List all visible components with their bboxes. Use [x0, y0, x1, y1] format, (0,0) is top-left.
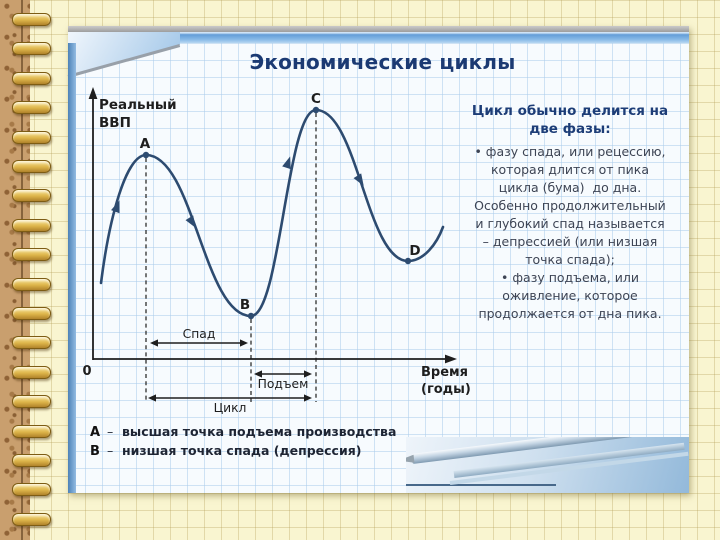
spiral-ring: [12, 365, 51, 379]
slide-left-border: [68, 43, 76, 493]
notebook-torn-edge: [0, 0, 30, 540]
panel-body-line: – депрессией (или низшая: [482, 234, 658, 249]
panel-body-line: Особенно продолжительный: [474, 198, 666, 213]
spiral-ring: [12, 248, 51, 262]
panel-body-line: оживление, которое: [502, 288, 638, 303]
definition-dash: –: [107, 424, 114, 439]
spiral-ring: [12, 218, 51, 232]
spiral-ring: [12, 395, 51, 409]
panel-heading: Цикл обычно делится на две фазы:: [452, 102, 688, 138]
spiral-ring: [12, 101, 51, 115]
spiral-ring: [12, 483, 51, 497]
spiral-ring: [12, 336, 51, 350]
panel-body-line: цикла (бума) до дна.: [498, 180, 642, 195]
panel-body-line: которая длится от пика: [490, 162, 650, 177]
spiral-ring: [12, 42, 51, 56]
panel-body-line: и глубокий спад называется: [475, 216, 665, 231]
definition-row-A: A – высшая точка подъема производства: [90, 424, 396, 443]
slide: Экономические циклы Цикл обычно делится …: [67, 26, 689, 493]
definition-letter: B: [90, 444, 100, 459]
panel-body: • фазу спада, или рецессию, которая длитс…: [452, 143, 688, 323]
spiral-ring: [12, 277, 51, 291]
spiral-ring: [12, 130, 51, 144]
spiral-ring: [12, 13, 51, 26]
point-definitions: A – высшая точка подъема производства B – низ…: [90, 424, 396, 462]
spiral-ring: [12, 71, 51, 85]
spiral-ring: [12, 512, 51, 526]
slide-top-gray-bar: [68, 26, 689, 32]
spiral-ring: [12, 307, 51, 320]
spiral-ring: [12, 454, 51, 467]
cycle-phases-panel: Цикл обычно делится на две фазы: • фазу с…: [452, 102, 688, 323]
slide-title: Экономические циклы: [249, 50, 516, 74]
slide-top-blue-bar: [68, 32, 689, 43]
panel-body-line: продолжается от дна пика.: [478, 306, 662, 321]
spiral-ring: [12, 189, 51, 203]
definition-text: высшая точка подъема производства: [122, 424, 397, 439]
spiral-ring: [12, 160, 51, 173]
definition-text: низшая точка спада (депрессия): [122, 443, 362, 458]
panel-body-line: • фазу подъема, или: [501, 270, 639, 285]
panel-heading-line: Цикл обычно делится на: [471, 103, 669, 119]
spiral-ring: [12, 424, 51, 438]
pen-photo: [406, 437, 689, 493]
definition-letter: A: [90, 425, 101, 440]
definition-dash: –: [107, 443, 114, 458]
desk-edge-line: [406, 484, 556, 486]
panel-body-line: точка спада);: [525, 252, 615, 267]
definition-row-B: B – низшая точка спада (депрессия): [90, 443, 396, 462]
panel-heading-line: две фазы:: [529, 121, 611, 137]
panel-body-line: • фазу спада, или рецессию,: [474, 144, 666, 159]
